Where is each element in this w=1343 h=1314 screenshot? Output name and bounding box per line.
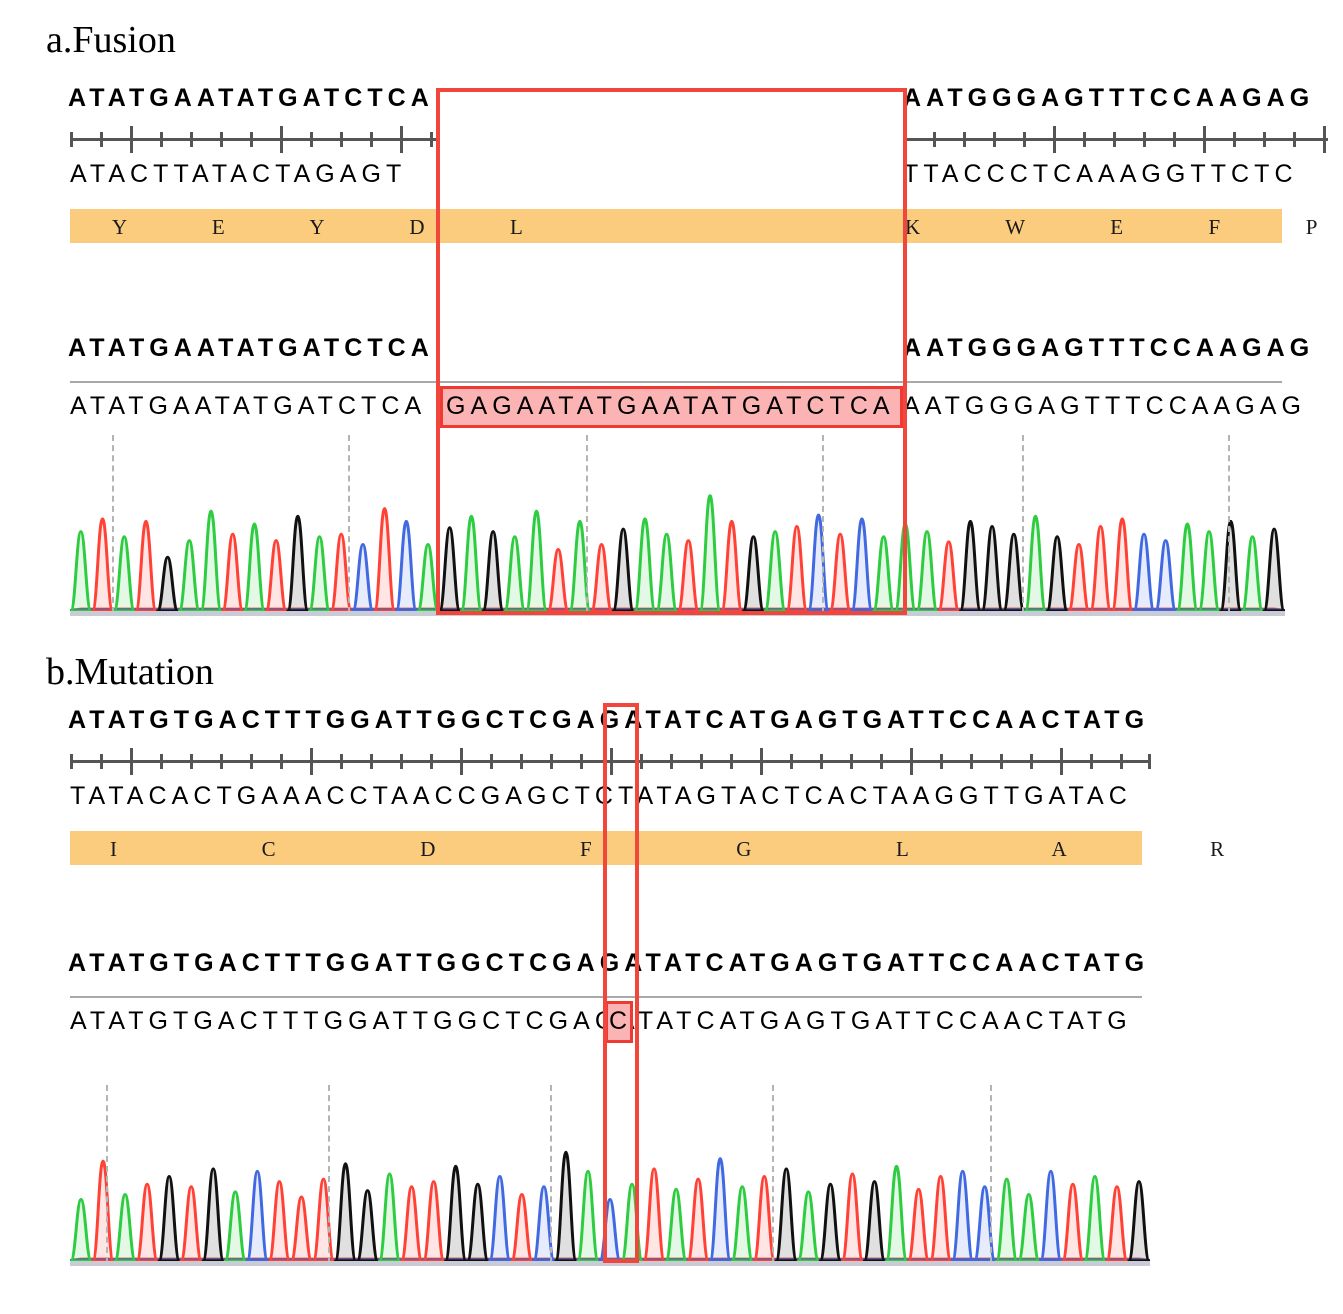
panel-a-reverse-right: TTACCCTCAAAGGTTCTC	[903, 160, 1298, 188]
panel-a-title: a.Fusion	[46, 19, 176, 61]
panel-b-forward: ATATGTGACTTTGGATTGGCTCGAGATATCATGAGTGATT…	[68, 706, 1150, 734]
panel-a-forward-right: AATGGGAGTTTCCAAGAG	[903, 84, 1315, 112]
panel-b-protein: I C D F G L A R D I M S D S N Y	[110, 837, 1269, 861]
gridline	[586, 435, 588, 613]
panel-a-protein-left: Y E Y D L	[112, 215, 548, 239]
panel-b-callout-left	[603, 703, 607, 1263]
panel-b-mutation-highlight	[605, 1001, 633, 1043]
panel-b-variant-base: C	[609, 1007, 633, 1035]
panel-a-protein-right: K W E F P R	[905, 215, 1342, 239]
panel-b-title: b.Mutation	[46, 651, 214, 693]
panel-a-align-read-right: AATGGGAGTTTCCAAGAG	[903, 392, 1306, 420]
panel-b-ruler	[70, 746, 1151, 776]
panel-a-align-ref-right: AATGGGAGTTTCCAAGAG	[903, 334, 1315, 362]
panel-a-callout-left	[436, 88, 440, 615]
panel-a-ruler-right	[903, 124, 1328, 154]
panel-b-reverse: TATACACTGAAACCTAACCGAGCTCTATAGTACTCACTAA…	[70, 782, 1132, 810]
panel-a-insertion-highlight	[440, 386, 903, 428]
panel-a-callout-bottom	[436, 611, 907, 615]
ruler-axis	[70, 138, 438, 141]
panel-a-align-read-insert: GAGAATATGAATATGATCTCA	[446, 392, 895, 420]
panel-a-reverse-left: ATACTTATACTAGAGT	[70, 160, 407, 188]
panel-a-forward-left: ATATGAATATGATCTCA	[68, 84, 434, 112]
panel-a-callout-top	[436, 88, 907, 92]
gridline	[990, 1085, 992, 1263]
panel-a-protein-band	[70, 209, 1282, 243]
panel-a-callout-right	[903, 88, 907, 615]
panel-b-callout-bottom	[603, 1259, 639, 1263]
panel-fusion: a.Fusion ATATGAATATGATCTCA AATGGGAGTTTCC…	[0, 0, 1343, 645]
panel-mutation: b.Mutation ATATGTGACTTTGGATTGGCTCGAGATAT…	[0, 645, 1343, 1314]
panel-a-separator	[70, 381, 1282, 383]
trace-curves-b	[70, 1150, 1150, 1263]
trace-curves-a	[70, 494, 1285, 613]
gridline	[772, 1085, 774, 1263]
gridline	[112, 435, 114, 613]
panel-a-align-read-left: ATATGAATATGATCTCA	[70, 392, 427, 420]
panel-b-callout-top	[603, 703, 639, 707]
panel-b-align-read: ATATGTGACTTTGGATTGGCTCGACATATCATGAGTGATT…	[70, 1007, 1132, 1035]
panel-a-ruler-left	[70, 124, 438, 154]
gridline	[106, 1085, 108, 1263]
gridline	[1022, 435, 1024, 613]
panel-b-callout-right	[635, 703, 639, 1263]
trace-baseline	[70, 1261, 1150, 1266]
panel-b-chromatogram	[70, 1085, 1150, 1267]
gridline	[1228, 435, 1230, 613]
panel-a-align-ref-left: ATATGAATATGATCTCA	[68, 334, 434, 362]
gridline	[822, 435, 824, 613]
gridline	[328, 1085, 330, 1263]
gridline	[348, 435, 350, 613]
panel-a-chromatogram	[70, 435, 1285, 617]
panel-b-align-ref: ATATGTGACTTTGGATTGGCTCGAGATATCATGAGTGATT…	[68, 949, 1150, 977]
gridline	[550, 1085, 552, 1263]
